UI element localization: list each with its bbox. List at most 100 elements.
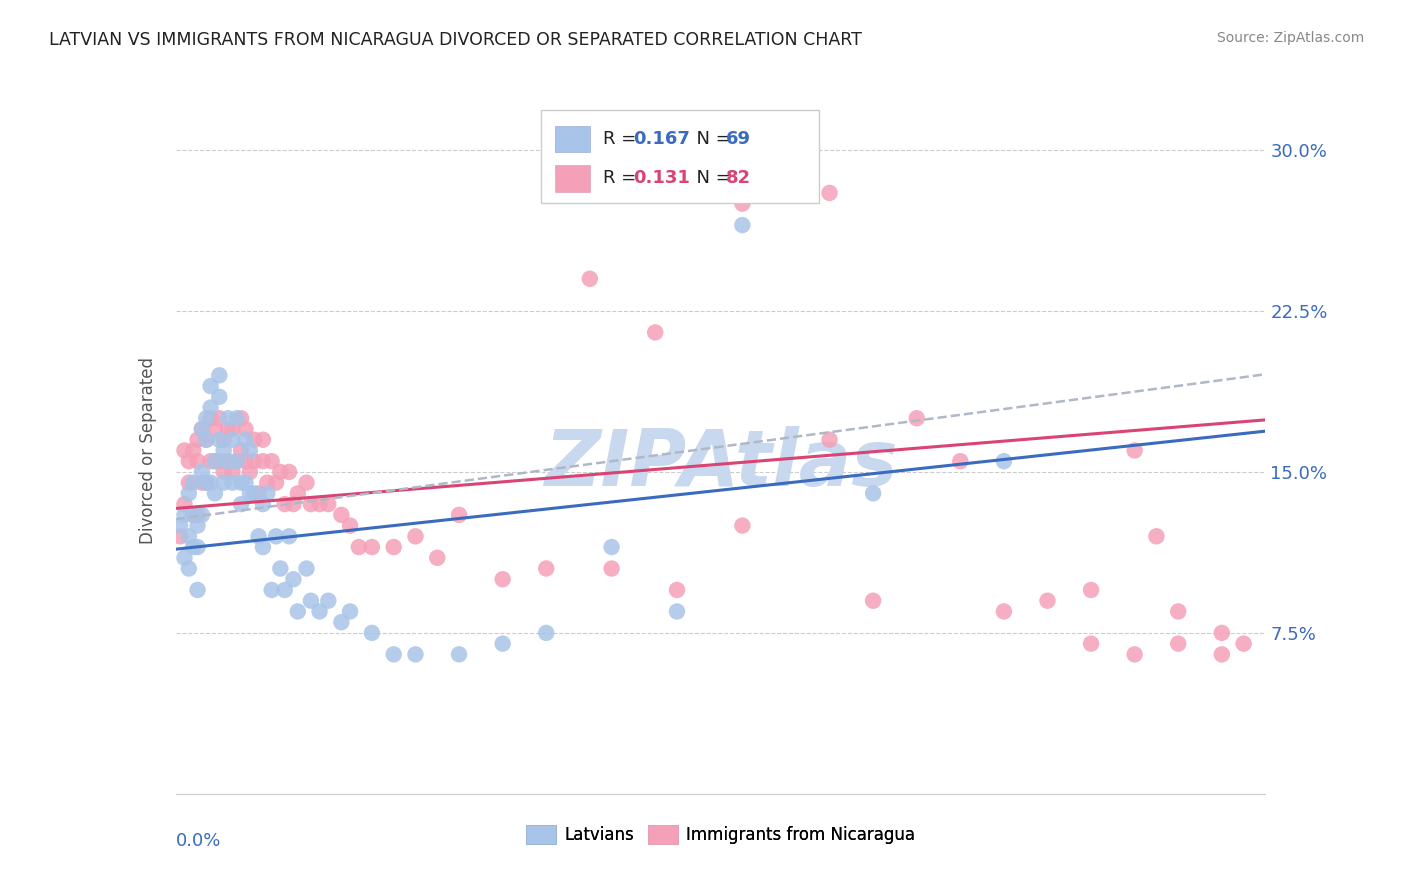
Point — [993, 454, 1015, 468]
Point — [243, 433, 266, 447]
Text: N =: N = — [685, 169, 737, 187]
Point — [200, 454, 222, 468]
Point — [173, 497, 195, 511]
Point — [330, 508, 353, 522]
Point — [905, 411, 928, 425]
Point — [191, 422, 214, 436]
Point — [212, 465, 235, 479]
Text: N =: N = — [685, 130, 737, 148]
Point — [600, 540, 623, 554]
Point — [208, 433, 231, 447]
Point — [492, 637, 515, 651]
Point — [1036, 593, 1059, 607]
Point — [295, 475, 318, 490]
Point — [1211, 648, 1233, 662]
Point — [295, 561, 318, 575]
Point — [191, 508, 214, 522]
Point — [256, 475, 278, 490]
Point — [186, 433, 209, 447]
Text: 69: 69 — [725, 130, 751, 148]
Point — [208, 454, 231, 468]
Point — [204, 454, 226, 468]
Point — [181, 475, 204, 490]
Point — [252, 454, 274, 468]
Point — [274, 582, 297, 597]
Point — [731, 196, 754, 211]
Point — [818, 433, 841, 447]
Point — [221, 433, 243, 447]
Point — [252, 540, 274, 554]
Text: R =: R = — [603, 169, 643, 187]
Point — [360, 626, 382, 640]
Point — [200, 379, 222, 393]
Point — [204, 454, 226, 468]
Legend: Latvians, Immigrants from Nicaragua: Latvians, Immigrants from Nicaragua — [520, 818, 921, 851]
Point — [299, 593, 322, 607]
Point — [492, 572, 515, 586]
Point — [208, 368, 231, 383]
Point — [217, 422, 239, 436]
Point — [1167, 637, 1189, 651]
Text: 0.0%: 0.0% — [176, 831, 221, 850]
Point — [299, 497, 322, 511]
Point — [177, 454, 200, 468]
Point — [173, 443, 195, 458]
Point — [347, 540, 370, 554]
Point — [191, 465, 214, 479]
Point — [173, 508, 195, 522]
Point — [1080, 637, 1102, 651]
Point — [212, 433, 235, 447]
Point — [195, 411, 218, 425]
Point — [862, 486, 884, 500]
Y-axis label: Divorced or Separated: Divorced or Separated — [139, 357, 157, 544]
Point — [217, 411, 239, 425]
Point — [274, 497, 297, 511]
Point — [208, 411, 231, 425]
Point — [308, 604, 330, 618]
Point — [287, 486, 309, 500]
Point — [308, 497, 330, 511]
Point — [283, 572, 305, 586]
Point — [360, 540, 382, 554]
Text: R =: R = — [603, 130, 643, 148]
Point — [862, 593, 884, 607]
Point — [177, 561, 200, 575]
Point — [181, 508, 204, 522]
Point — [225, 454, 247, 468]
Point — [239, 443, 262, 458]
Point — [195, 433, 218, 447]
Point — [186, 508, 209, 522]
Point — [243, 454, 266, 468]
FancyBboxPatch shape — [541, 111, 818, 203]
Point — [256, 486, 278, 500]
Point — [235, 454, 257, 468]
Text: Source: ZipAtlas.com: Source: ZipAtlas.com — [1216, 31, 1364, 45]
FancyBboxPatch shape — [555, 127, 591, 153]
Point — [318, 497, 340, 511]
Point — [181, 508, 204, 522]
Point — [195, 475, 218, 490]
Point — [731, 218, 754, 232]
Point — [949, 454, 972, 468]
Point — [287, 604, 309, 618]
Point — [208, 390, 231, 404]
Point — [173, 550, 195, 565]
Point — [231, 497, 253, 511]
Point — [818, 186, 841, 200]
Point — [283, 497, 305, 511]
Text: 82: 82 — [725, 169, 751, 187]
Point — [191, 475, 214, 490]
Point — [169, 518, 191, 533]
Text: ZIPAtlas: ZIPAtlas — [544, 426, 897, 502]
Point — [644, 326, 666, 340]
Point — [181, 443, 204, 458]
Point — [181, 540, 204, 554]
Point — [235, 475, 257, 490]
Point — [231, 475, 253, 490]
Point — [243, 486, 266, 500]
Point — [247, 529, 270, 543]
Point — [200, 411, 222, 425]
Point — [235, 422, 257, 436]
Text: 0.131: 0.131 — [633, 169, 690, 187]
Point — [447, 648, 470, 662]
